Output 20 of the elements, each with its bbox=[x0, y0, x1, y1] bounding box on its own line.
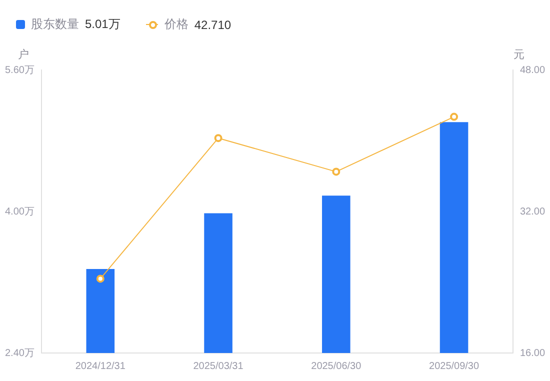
point bbox=[450, 112, 458, 121]
y-tick-label: 5.60万 bbox=[4, 64, 34, 76]
y2-tick-label: 48.00 bbox=[520, 64, 546, 76]
y2-tick-label: 16.00 bbox=[520, 348, 546, 359]
y-tick-label: 4.00万 bbox=[4, 206, 34, 218]
text: 5.01万 bbox=[85, 16, 120, 33]
text: 42.710 bbox=[194, 18, 232, 32]
y-tick-label: 2.40万 bbox=[4, 348, 34, 359]
y2-tick-label: 32.00 bbox=[520, 206, 546, 218]
x-tick-label: 2025/09/30 bbox=[429, 360, 480, 372]
x-tick-label: 2025/03/31 bbox=[193, 360, 244, 372]
legend-label: 价格 bbox=[164, 16, 188, 33]
point bbox=[332, 168, 340, 176]
y-axis-title: 户 bbox=[18, 48, 29, 61]
x-tick-label: 2025/06/30 bbox=[311, 360, 362, 372]
point bbox=[96, 274, 104, 283]
point bbox=[214, 134, 222, 142]
legend-label: 股东数量 bbox=[31, 16, 79, 33]
x-tick-label: 2024/12/31 bbox=[75, 360, 126, 372]
y2-axis-title: 元 bbox=[513, 49, 524, 61]
